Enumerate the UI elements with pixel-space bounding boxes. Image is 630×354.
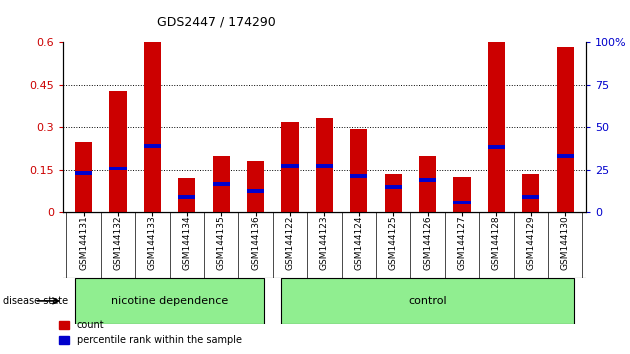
Text: GSM144129: GSM144129 (526, 216, 536, 270)
Text: GSM144131: GSM144131 (79, 216, 88, 270)
Bar (419, 178, 436, 182)
Bar (350, 129, 367, 212)
Text: GSM144128: GSM144128 (492, 216, 501, 270)
Bar (110, 91, 127, 212)
Text: GSM144126: GSM144126 (423, 216, 432, 270)
Text: GSM144133: GSM144133 (148, 216, 157, 270)
Text: GSM144130: GSM144130 (561, 216, 570, 270)
Text: GSM144135: GSM144135 (217, 216, 226, 270)
Bar (419, 156, 436, 212)
FancyBboxPatch shape (282, 278, 574, 324)
Bar (385, 185, 402, 189)
Bar (454, 177, 471, 212)
Bar (557, 47, 574, 212)
Text: GSM144132: GSM144132 (113, 216, 123, 270)
Text: GSM144123: GSM144123 (320, 216, 329, 270)
Text: disease state: disease state (3, 296, 68, 306)
Bar (488, 42, 505, 212)
Text: GSM144124: GSM144124 (354, 216, 364, 270)
Bar (282, 164, 299, 168)
Bar (144, 42, 161, 212)
Text: control: control (408, 296, 447, 306)
Bar (316, 164, 333, 168)
Bar (213, 182, 230, 186)
Text: nicotine dependence: nicotine dependence (111, 296, 228, 306)
Legend: count, percentile rank within the sample: count, percentile rank within the sample (55, 316, 246, 349)
Bar (522, 174, 539, 212)
Text: GDS2447 / 174290: GDS2447 / 174290 (157, 15, 276, 28)
FancyBboxPatch shape (75, 278, 264, 324)
Text: GSM144125: GSM144125 (389, 216, 398, 270)
Bar (385, 174, 402, 212)
Bar (144, 144, 161, 148)
Bar (178, 195, 195, 199)
Bar (488, 145, 505, 149)
Bar (75, 142, 92, 212)
Bar (247, 161, 264, 212)
Bar (110, 166, 127, 171)
Text: GSM144136: GSM144136 (251, 216, 260, 270)
Text: GSM144134: GSM144134 (182, 216, 192, 270)
Bar (75, 171, 92, 175)
Text: GSM144122: GSM144122 (285, 216, 295, 270)
Bar (178, 178, 195, 212)
Bar (522, 195, 539, 199)
Text: GSM144127: GSM144127 (457, 216, 467, 270)
Bar (213, 156, 230, 212)
Bar (557, 154, 574, 158)
Bar (282, 122, 299, 212)
Bar (454, 200, 471, 205)
Bar (247, 189, 264, 193)
Bar (316, 118, 333, 212)
Bar (350, 173, 367, 178)
